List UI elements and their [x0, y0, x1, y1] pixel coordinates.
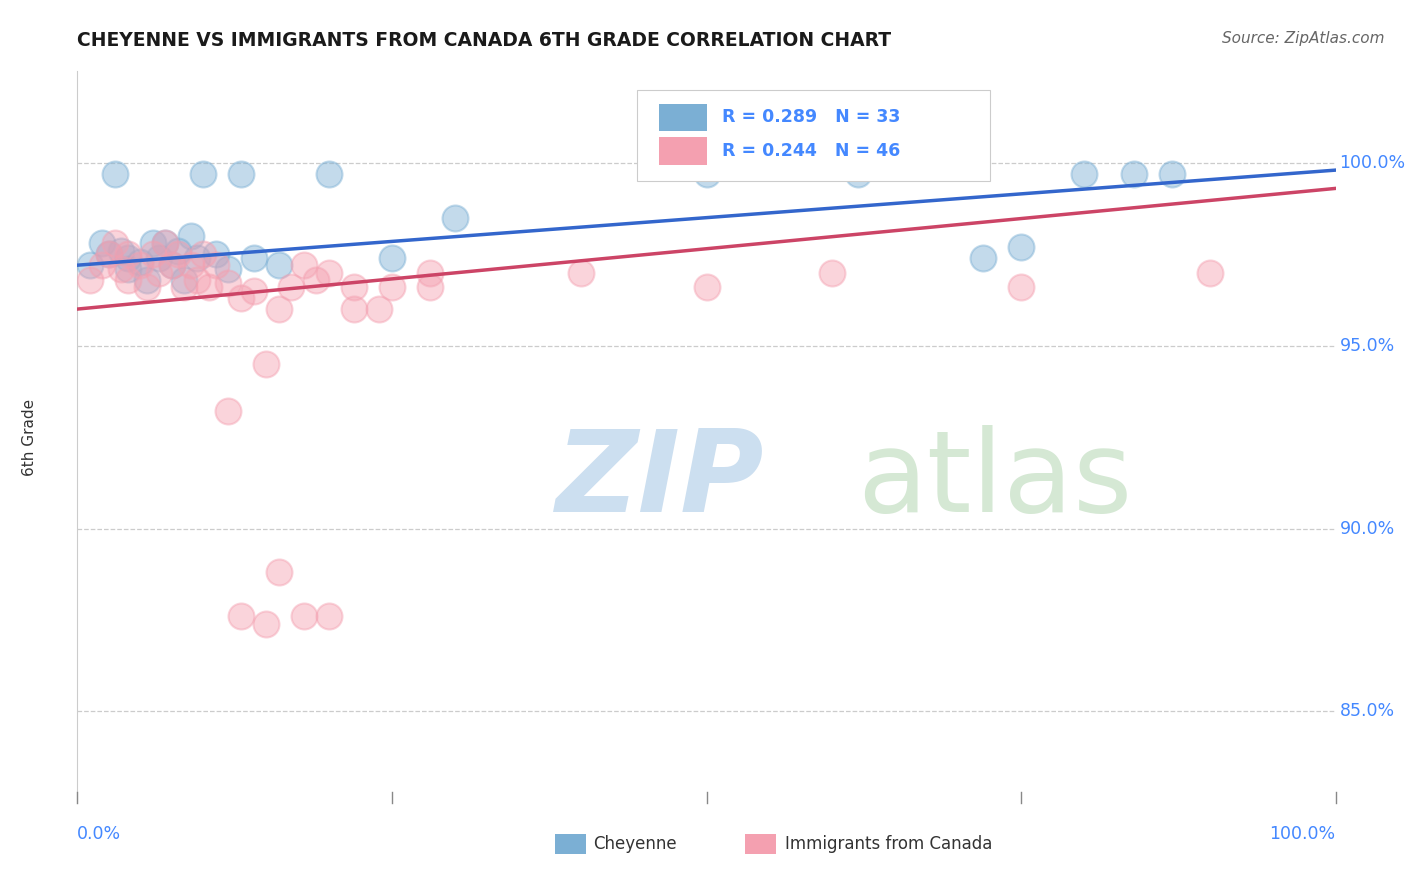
Point	[110, 244, 132, 258]
Point	[79, 258, 101, 272]
Point	[972, 251, 994, 265]
Text: R = 0.289   N = 33: R = 0.289 N = 33	[721, 109, 900, 127]
Point	[381, 251, 404, 265]
Point	[318, 266, 340, 280]
Point	[419, 266, 441, 280]
Point	[343, 302, 366, 317]
Point	[91, 258, 114, 272]
Point	[305, 273, 328, 287]
Point	[142, 236, 165, 251]
Point	[569, 266, 592, 280]
Point	[1198, 266, 1220, 280]
Point	[97, 247, 120, 261]
Point	[117, 261, 139, 276]
Point	[254, 616, 277, 631]
Point	[1123, 167, 1146, 181]
Point	[318, 609, 340, 624]
Point	[186, 251, 208, 265]
Text: 6th Grade: 6th Grade	[22, 399, 37, 475]
Point	[104, 236, 127, 251]
Point	[267, 258, 290, 272]
Text: Cheyenne: Cheyenne	[593, 835, 676, 853]
Point	[173, 273, 195, 287]
Point	[155, 236, 177, 251]
Point	[419, 280, 441, 294]
Point	[242, 284, 264, 298]
Point	[318, 167, 340, 181]
Point	[110, 261, 132, 276]
Point	[204, 247, 226, 261]
Point	[229, 609, 252, 624]
Text: R = 0.244   N = 46: R = 0.244 N = 46	[721, 142, 900, 160]
Text: Immigrants from Canada: Immigrants from Canada	[785, 835, 991, 853]
FancyBboxPatch shape	[658, 103, 707, 131]
Text: Source: ZipAtlas.com: Source: ZipAtlas.com	[1222, 31, 1385, 46]
Point	[267, 566, 290, 580]
Point	[186, 273, 208, 287]
FancyBboxPatch shape	[658, 137, 707, 165]
Point	[696, 280, 718, 294]
Point	[217, 404, 239, 418]
Point	[91, 236, 114, 251]
Point	[129, 254, 152, 268]
Point	[846, 167, 869, 181]
Point	[142, 247, 165, 261]
Point	[204, 258, 226, 272]
Point	[292, 258, 315, 272]
Point	[280, 280, 302, 294]
Point	[343, 280, 366, 294]
Point	[180, 229, 202, 244]
Point	[1073, 167, 1095, 181]
Text: 100.0%: 100.0%	[1340, 153, 1406, 172]
Point	[155, 236, 177, 251]
Point	[267, 302, 290, 317]
Point	[229, 291, 252, 305]
Text: atlas: atlas	[858, 425, 1133, 536]
Text: 90.0%: 90.0%	[1340, 519, 1395, 538]
Point	[821, 266, 844, 280]
Point	[444, 211, 467, 225]
Point	[191, 247, 215, 261]
Point	[242, 251, 264, 265]
Point	[167, 244, 190, 258]
Point	[117, 251, 139, 265]
Point	[173, 280, 195, 294]
Text: 85.0%: 85.0%	[1340, 702, 1395, 721]
Point	[198, 280, 221, 294]
Point	[117, 273, 139, 287]
Point	[148, 266, 170, 280]
Point	[1010, 240, 1032, 254]
Text: CHEYENNE VS IMMIGRANTS FROM CANADA 6TH GRADE CORRELATION CHART: CHEYENNE VS IMMIGRANTS FROM CANADA 6TH G…	[77, 31, 891, 50]
Point	[135, 273, 157, 287]
Point	[148, 251, 170, 265]
Point	[79, 273, 101, 287]
Point	[117, 247, 139, 261]
Point	[217, 261, 239, 276]
Point	[696, 167, 718, 181]
Point	[160, 258, 183, 272]
Point	[1161, 167, 1184, 181]
Point	[368, 302, 391, 317]
Point	[292, 609, 315, 624]
Point	[129, 258, 152, 272]
Point	[191, 167, 215, 181]
Point	[1010, 280, 1032, 294]
Text: 0.0%: 0.0%	[77, 825, 121, 843]
Point	[229, 167, 252, 181]
Point	[254, 357, 277, 371]
Point	[135, 280, 157, 294]
Point	[104, 167, 127, 181]
Point	[381, 280, 404, 294]
FancyBboxPatch shape	[637, 90, 990, 181]
Text: 95.0%: 95.0%	[1340, 336, 1395, 355]
Point	[167, 247, 190, 261]
Point	[217, 277, 239, 291]
Point	[160, 258, 183, 272]
Text: 100.0%: 100.0%	[1270, 825, 1336, 843]
Text: ZIP: ZIP	[555, 425, 763, 536]
Point	[97, 247, 120, 261]
Point	[180, 258, 202, 272]
